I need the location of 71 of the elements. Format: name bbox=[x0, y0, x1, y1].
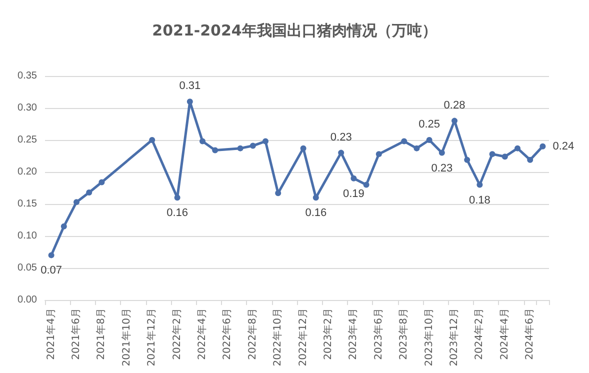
data-label: 0.31 bbox=[179, 80, 201, 92]
y-tick-label: 0.00 bbox=[18, 294, 38, 306]
point bbox=[514, 145, 520, 152]
x-tick-label: 2022年6月 bbox=[221, 308, 234, 360]
point bbox=[186, 98, 193, 105]
point bbox=[300, 145, 306, 152]
point bbox=[86, 189, 92, 196]
data-label: 0.23 bbox=[330, 131, 352, 144]
data-label: 0.24 bbox=[552, 140, 574, 152]
point bbox=[527, 156, 534, 163]
y-tick-label: 0.10 bbox=[18, 230, 38, 242]
point bbox=[200, 138, 206, 144]
data-label: 0.18 bbox=[468, 194, 490, 206]
y-tick-label: 0.05 bbox=[18, 262, 38, 274]
data-label: 0.23 bbox=[431, 162, 453, 174]
x-tick-label: 2023年8月 bbox=[398, 308, 410, 360]
point bbox=[275, 190, 282, 196]
data-label: 0.25 bbox=[418, 118, 440, 130]
point bbox=[426, 137, 432, 143]
point bbox=[250, 142, 256, 149]
point bbox=[476, 182, 483, 188]
point bbox=[464, 156, 470, 163]
point bbox=[48, 252, 54, 258]
x-tick-label: 2023年10月 bbox=[422, 308, 435, 366]
y-tick-label: 0.35 bbox=[18, 70, 38, 82]
data-label: 0.19 bbox=[342, 188, 364, 200]
x-tick-label: 2023年4月 bbox=[347, 308, 360, 360]
y-tick-label: 0.20 bbox=[18, 166, 38, 178]
data-label: 0.16 bbox=[166, 207, 188, 220]
x-tick-label: 2022年4月 bbox=[196, 308, 208, 360]
x-tick-label: 2024年6月 bbox=[524, 308, 536, 360]
point bbox=[540, 143, 546, 150]
point bbox=[60, 223, 67, 230]
point bbox=[438, 150, 445, 156]
x-tick-label: 2022年10月 bbox=[272, 308, 284, 366]
data-label: 0.28 bbox=[444, 99, 466, 112]
x-tick-label: 2023年12月 bbox=[448, 308, 460, 366]
point bbox=[212, 147, 218, 154]
data-label: 0.07 bbox=[40, 264, 62, 277]
x-tick-label: 2022年2月 bbox=[170, 308, 183, 360]
point bbox=[149, 137, 156, 143]
point bbox=[338, 150, 344, 156]
x-tick-label: 2022年8月 bbox=[246, 308, 258, 360]
y-tick-label: 0.30 bbox=[18, 102, 38, 114]
x-tick-label: 2022年12月 bbox=[296, 308, 309, 366]
x-tick-label: 2024年2月 bbox=[473, 308, 486, 360]
point bbox=[174, 194, 180, 201]
point bbox=[489, 151, 496, 158]
x-tick-label: 2021年8月 bbox=[95, 308, 108, 360]
x-tick-label: 2021年4月 bbox=[44, 308, 57, 360]
y-tick-label: 0.15 bbox=[18, 198, 38, 210]
data-label: 0.16 bbox=[305, 207, 327, 220]
y-tick-label: 0.25 bbox=[18, 134, 38, 146]
point bbox=[312, 194, 319, 201]
x-tick-label: 2021年12月 bbox=[146, 308, 158, 366]
point bbox=[262, 138, 268, 144]
point bbox=[350, 175, 357, 182]
point bbox=[98, 179, 105, 186]
point bbox=[376, 151, 382, 158]
point bbox=[237, 145, 244, 152]
point bbox=[363, 182, 370, 188]
chart-title: 2021-2024年我国出口猪肉情况（万吨） bbox=[152, 22, 437, 40]
point bbox=[401, 138, 408, 144]
x-tick-label: 2021年10月 bbox=[120, 308, 132, 366]
x-tick-label: 2024年4月 bbox=[498, 308, 510, 360]
point bbox=[502, 154, 508, 160]
point bbox=[414, 145, 420, 152]
x-tick-label: 2023年2月 bbox=[322, 308, 334, 360]
point bbox=[74, 199, 80, 206]
x-tick-label: 2021年6月 bbox=[70, 308, 82, 360]
x-tick-label: 2023年6月 bbox=[372, 308, 384, 360]
